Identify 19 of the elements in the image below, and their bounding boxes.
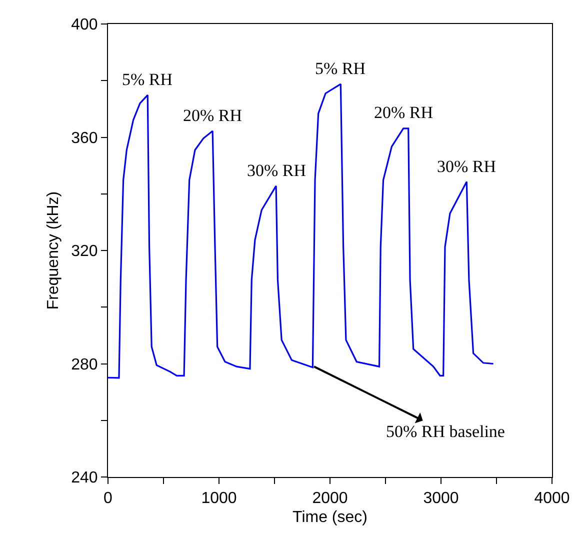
annotation: 20% RH bbox=[183, 106, 242, 125]
y-tick-label: 240 bbox=[71, 470, 98, 487]
annotation: 5% RH bbox=[315, 59, 366, 78]
y-tick-label: 400 bbox=[71, 16, 98, 34]
y-tick-label: 280 bbox=[71, 356, 98, 374]
annotation: 30% RH bbox=[437, 157, 496, 176]
annotation: 30% RH bbox=[247, 161, 306, 180]
annotation: 20% RH bbox=[374, 103, 434, 122]
y-tick-label: 360 bbox=[71, 130, 98, 147]
annotation: 50% RH baseline bbox=[386, 422, 505, 441]
x-axis-title: Time (sec) bbox=[292, 508, 368, 526]
y-axis-title: Frequency (kHz) bbox=[44, 191, 62, 310]
x-tick-label: 2000 bbox=[312, 490, 348, 508]
x-tick-label: 0 bbox=[104, 490, 113, 508]
x-tick-label: 4000 bbox=[534, 490, 570, 508]
x-tick-label: 1000 bbox=[201, 490, 237, 508]
y-tick-label: 320 bbox=[71, 243, 98, 260]
x-tick-label: 3000 bbox=[423, 490, 459, 508]
annotation: 5% RH bbox=[122, 70, 173, 89]
